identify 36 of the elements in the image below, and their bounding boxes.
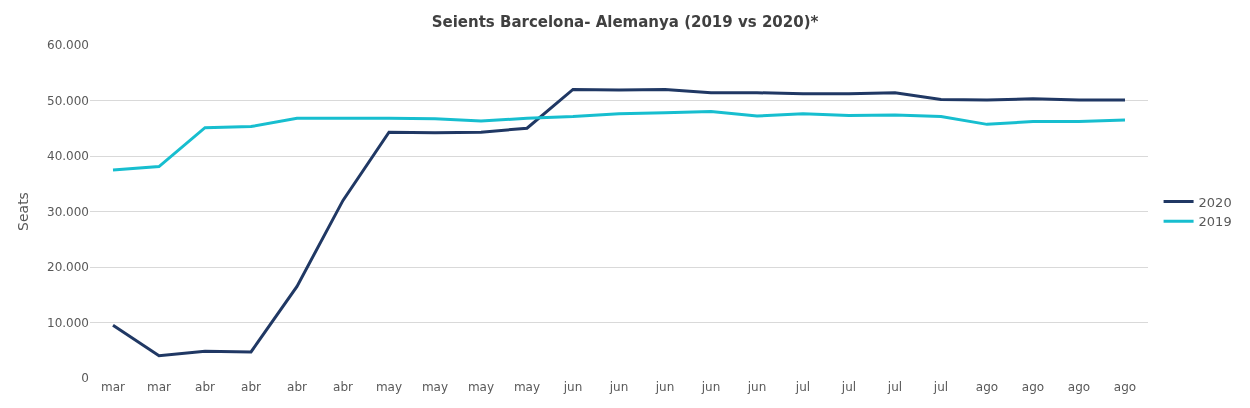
x-tick-label: abr [287, 380, 308, 394]
chart-title: Seients Barcelona- Alemanya (2019 vs 2020)* [431, 12, 819, 31]
legend-label: 2019 [1198, 214, 1232, 230]
y-tick-label: 10.000 [47, 315, 89, 330]
y-tick-label: 40.000 [47, 149, 89, 164]
x-tick-label: may [513, 380, 541, 394]
x-tick-label: ago [1113, 380, 1137, 394]
x-tick-label: ago [975, 380, 999, 394]
x-tick-label: jun [608, 380, 629, 394]
x-tick-label: jul [794, 380, 811, 394]
x-tick-label: mar [101, 380, 126, 394]
x-tick-label: jul [840, 380, 857, 394]
x-tick-label: abr [333, 380, 354, 394]
x-tick-label: jul [886, 380, 903, 394]
x-tick-label: jun [654, 380, 675, 394]
x-tick-label: abr [241, 380, 262, 394]
x-tick-label: jun [562, 380, 583, 394]
x-tick-label: jul [932, 380, 949, 394]
line-series [111, 87, 1127, 358]
x-tick-label: ago [1067, 380, 1091, 394]
x-tick-label: may [375, 380, 403, 394]
y-tick-label: 30.000 [47, 204, 89, 219]
y-tick-label: 60.000 [47, 38, 89, 53]
x-tick-label: jun [746, 380, 767, 394]
x-tick-label: jun [700, 380, 721, 394]
legend-label: 2020 [1198, 194, 1232, 210]
line-series [111, 110, 1127, 172]
x-tick-label: abr [195, 380, 216, 394]
y-tick-label: 20.000 [47, 260, 89, 275]
x-tick-label: mar [147, 380, 172, 394]
x-tick-label: may [421, 380, 449, 394]
y-tick-label: 0 [81, 371, 89, 386]
x-tick-label: ago [1021, 380, 1045, 394]
x-tick-label: may [467, 380, 495, 394]
y-axis-title: Seats [14, 192, 31, 231]
y-tick-label: 50.000 [47, 93, 89, 108]
